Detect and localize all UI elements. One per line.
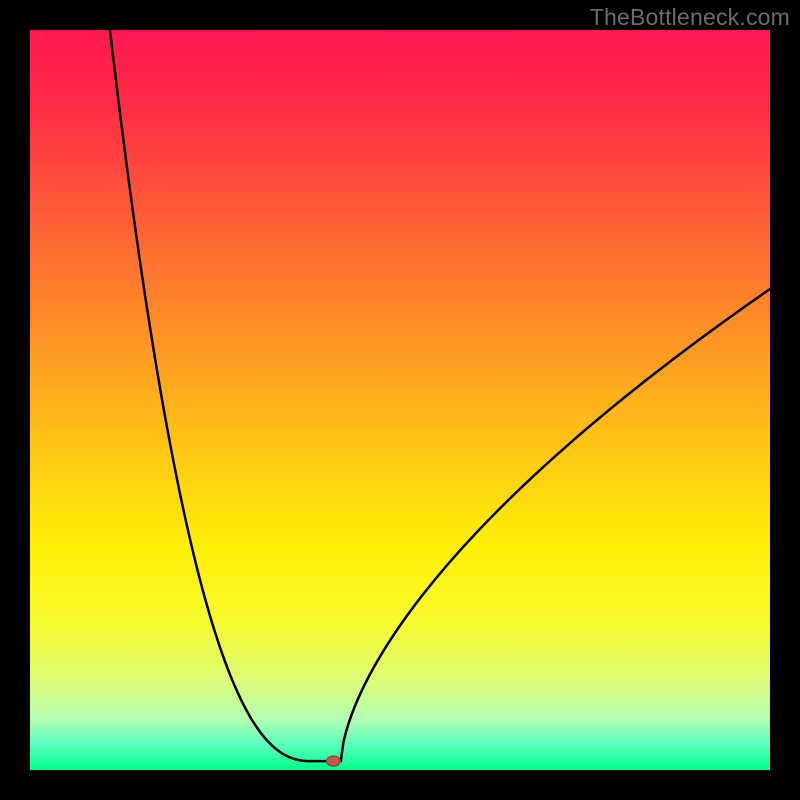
watermark-text: TheBottleneck.com <box>590 4 790 31</box>
plot-background <box>30 30 770 770</box>
plot-svg <box>0 0 800 800</box>
stage: TheBottleneck.com <box>0 0 800 800</box>
optimal-point-marker <box>326 756 340 766</box>
